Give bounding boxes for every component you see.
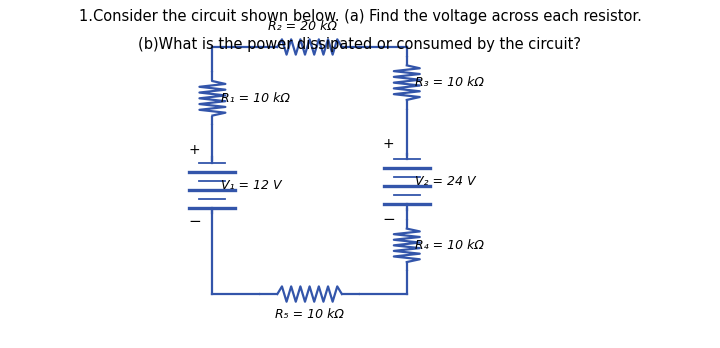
Text: R₄ = 10 kΩ: R₄ = 10 kΩ xyxy=(415,239,485,252)
Text: −: − xyxy=(382,212,395,227)
Text: V₁ = 12 V: V₁ = 12 V xyxy=(221,179,282,192)
Text: 1.Consider the circuit shown below. (a) Find the voltage across each resistor.: 1.Consider the circuit shown below. (a) … xyxy=(78,9,642,24)
Text: +: + xyxy=(383,137,395,151)
Text: R₁ = 10 kΩ: R₁ = 10 kΩ xyxy=(221,92,290,105)
Text: R₅ = 10 kΩ: R₅ = 10 kΩ xyxy=(275,308,344,321)
Text: R₃ = 10 kΩ: R₃ = 10 kΩ xyxy=(415,76,485,89)
Text: +: + xyxy=(189,143,200,157)
Text: (b)What is the power dissipated or consumed by the circuit?: (b)What is the power dissipated or consu… xyxy=(138,37,582,52)
Text: −: − xyxy=(188,214,201,229)
Text: V₂ = 24 V: V₂ = 24 V xyxy=(415,175,476,188)
Text: R₂ = 20 kΩ: R₂ = 20 kΩ xyxy=(268,20,337,33)
